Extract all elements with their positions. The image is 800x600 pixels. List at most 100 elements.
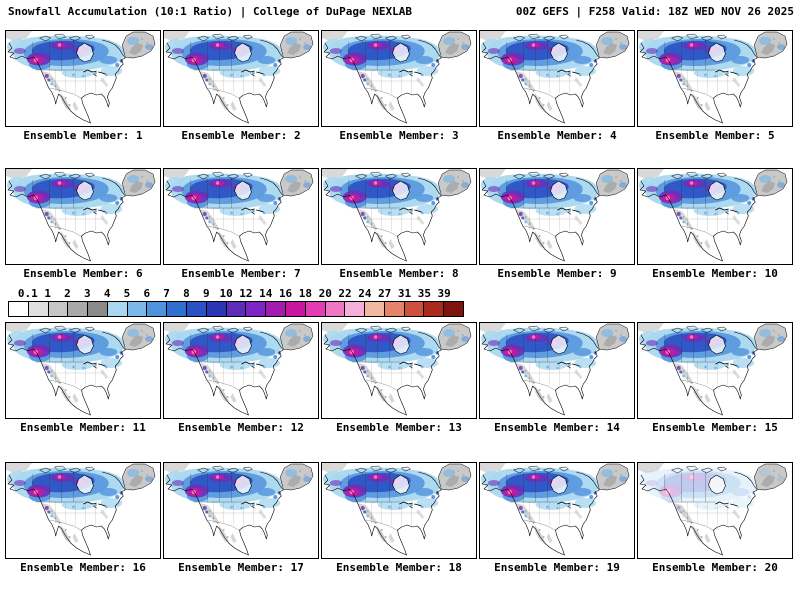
panel-caption: Ensemble Member: 14 xyxy=(494,421,620,434)
colorbar-tick: 31 xyxy=(397,287,412,300)
colorbar-segment xyxy=(167,302,188,316)
snowfall-map xyxy=(321,322,477,419)
ensemble-panel: Ensemble Member: 19 xyxy=(479,462,635,574)
panel-caption: Ensemble Member: 18 xyxy=(336,561,462,574)
ensemble-panel: Ensemble Member: 11 xyxy=(5,322,161,434)
colorbar-tick: 2 xyxy=(64,287,71,300)
colorbar-segment xyxy=(68,302,89,316)
colorbar-segment xyxy=(147,302,168,316)
colorbar-segment xyxy=(88,302,108,316)
header-title-left: Snowfall Accumulation (10:1 Ratio) | Col… xyxy=(8,5,412,18)
ensemble-panel: Ensemble Member: 14 xyxy=(479,322,635,434)
colorbar-segment xyxy=(206,302,227,316)
snowfall-map xyxy=(321,462,477,559)
snowfall-map xyxy=(5,322,161,419)
colorbar-tick: 16 xyxy=(278,287,293,300)
panel-caption: Ensemble Member: 17 xyxy=(178,561,304,574)
colorbar-segment xyxy=(246,302,267,316)
ensemble-panel: Ensemble Member: 1 xyxy=(5,30,161,142)
colorbar-segment xyxy=(226,302,247,316)
colorbar-tick: 39 xyxy=(437,287,451,300)
colorbar-segment xyxy=(187,302,207,316)
snowfall-map xyxy=(637,322,793,419)
panel-caption: Ensemble Member: 2 xyxy=(181,129,301,142)
panel-caption: Ensemble Member: 20 xyxy=(652,561,778,574)
colorbar-segment xyxy=(107,302,128,316)
ensemble-panel: Ensemble Member: 8 xyxy=(321,168,477,280)
ensemble-panel: Ensemble Member: 3 xyxy=(321,30,477,142)
colorbar-tick: 10 xyxy=(219,287,233,300)
colorbar-segment xyxy=(404,302,425,316)
snowfall-map xyxy=(479,168,635,265)
snowfall-map xyxy=(479,322,635,419)
panel-caption: Ensemble Member: 10 xyxy=(652,267,778,280)
snowfall-map xyxy=(637,168,793,265)
colorbar-tick: 27 xyxy=(378,287,392,300)
panel-caption: Ensemble Member: 13 xyxy=(336,421,462,434)
colorbar-segment xyxy=(325,302,346,316)
snowfall-map xyxy=(163,322,319,419)
snowfall-map xyxy=(637,462,793,559)
colorbar-tick: 5 xyxy=(123,287,131,300)
ensemble-panel: Ensemble Member: 4 xyxy=(479,30,635,142)
ensemble-row-4: Ensemble Member: 16 Ensemble Member: 17 … xyxy=(5,462,793,574)
colorbar-tick: 24 xyxy=(358,287,372,300)
ensemble-panel: Ensemble Member: 2 xyxy=(163,30,319,142)
panel-caption: Ensemble Member: 19 xyxy=(494,561,620,574)
ensemble-panel: Ensemble Member: 9 xyxy=(479,168,635,280)
colorbar-segment xyxy=(28,302,49,316)
colorbar-ticks: 0.1 1 2 3 4 5 6 7 8 9 10 12 14 16 18 20 22 24 27 31 35 39 xyxy=(8,287,464,300)
colorbar-tick: 6 xyxy=(143,287,151,300)
colorbar-tick: 9 xyxy=(202,287,210,300)
ensemble-panel: Ensemble Member: 7 xyxy=(163,168,319,280)
colorbar-tick: 8 xyxy=(183,287,190,300)
colorbar-segment xyxy=(384,302,405,316)
colorbar-tick: 3 xyxy=(83,287,91,300)
ensemble-panel: Ensemble Member: 16 xyxy=(5,462,161,574)
ensemble-row-1: Ensemble Member: 1 Ensemble Member: 2 En… xyxy=(5,30,793,142)
colorbar-tick: 14 xyxy=(259,287,273,300)
colorbar-legend: 0.1 1 2 3 4 5 6 7 8 9 10 12 14 16 18 20 22 24 27 31 35 39 xyxy=(8,287,464,317)
ensemble-panel: Ensemble Member: 15 xyxy=(637,322,793,434)
colorbar-tick: 0.1 xyxy=(17,287,38,300)
panel-caption: Ensemble Member: 5 xyxy=(655,129,775,142)
snowfall-map xyxy=(479,30,635,127)
panel-caption: Ensemble Member: 9 xyxy=(497,267,617,280)
snowfall-map xyxy=(5,462,161,559)
snowfall-map xyxy=(321,168,477,265)
ensemble-panel: Ensemble Member: 10 xyxy=(637,168,793,280)
snowfall-map xyxy=(163,462,319,559)
colorbar-tick: 22 xyxy=(338,287,352,300)
panel-caption: Ensemble Member: 1 xyxy=(23,129,143,142)
snowfall-map xyxy=(5,30,161,127)
snowfall-map xyxy=(637,30,793,127)
ensemble-panel: Ensemble Member: 6 xyxy=(5,168,161,280)
panel-caption: Ensemble Member: 3 xyxy=(339,129,459,142)
colorbar-bar xyxy=(8,301,464,317)
panel-caption: Ensemble Member: 7 xyxy=(181,267,301,280)
panel-caption: Ensemble Member: 4 xyxy=(497,129,617,142)
panel-caption: Ensemble Member: 6 xyxy=(23,267,143,280)
ensemble-panel: Ensemble Member: 12 xyxy=(163,322,319,434)
header: Snowfall Accumulation (10:1 Ratio) | Col… xyxy=(8,5,794,18)
snowfall-map xyxy=(163,168,319,265)
colorbar-tick: 18 xyxy=(298,287,313,300)
colorbar-tick: 12 xyxy=(239,287,253,300)
ensemble-panel: Ensemble Member: 17 xyxy=(163,462,319,574)
header-title-right: 00Z GEFS | F258 Valid: 18Z WED NOV 26 20… xyxy=(515,5,794,18)
colorbar-segment xyxy=(48,302,69,316)
colorbar-segment xyxy=(365,302,385,316)
colorbar-tick: 1 xyxy=(44,287,51,300)
panel-caption: Ensemble Member: 16 xyxy=(20,561,146,574)
colorbar-segment xyxy=(424,302,445,316)
colorbar-tick: 4 xyxy=(103,287,111,300)
ensemble-panel: Ensemble Member: 18 xyxy=(321,462,477,574)
snowfall-map xyxy=(479,462,635,559)
colorbar-segment xyxy=(127,302,148,316)
panel-caption: Ensemble Member: 11 xyxy=(20,421,146,434)
colorbar-tick: 35 xyxy=(417,287,431,300)
panel-caption: Ensemble Member: 12 xyxy=(178,421,304,434)
panel-caption: Ensemble Member: 15 xyxy=(652,421,778,434)
snowfall-map xyxy=(321,30,477,127)
